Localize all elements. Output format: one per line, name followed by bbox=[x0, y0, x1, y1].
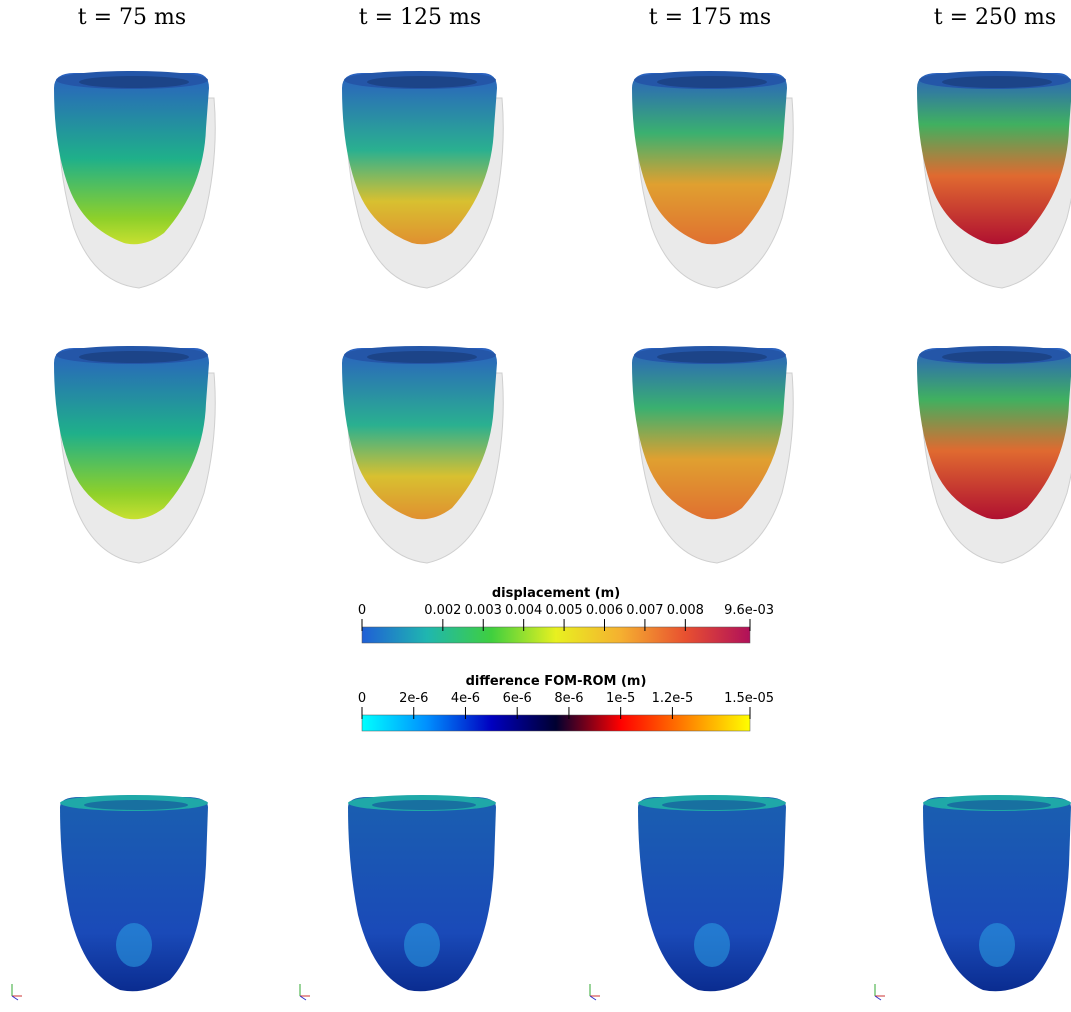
heart-cavity bbox=[367, 351, 477, 363]
heart-cavity bbox=[942, 76, 1052, 88]
axes-icon bbox=[590, 984, 600, 1000]
heart-cavity bbox=[79, 351, 189, 363]
tick-label: 4e-6 bbox=[451, 691, 480, 706]
tick-label: 0.004 bbox=[505, 603, 542, 618]
heart bbox=[632, 346, 793, 563]
tick-label: 0.008 bbox=[667, 603, 704, 618]
heart-cavity bbox=[657, 76, 767, 88]
colorbar bbox=[362, 627, 750, 643]
axes-icon bbox=[875, 984, 885, 1000]
heart-cavity bbox=[657, 351, 767, 363]
column-title: t = 175 ms bbox=[649, 5, 771, 30]
tick-label: 6e-6 bbox=[503, 691, 532, 706]
heart bbox=[632, 71, 793, 288]
tick-label: 1.5e-05 bbox=[724, 691, 774, 706]
heart bbox=[54, 346, 215, 563]
heart bbox=[917, 346, 1071, 563]
tick-label: 0 bbox=[358, 603, 366, 618]
heart bbox=[342, 71, 503, 288]
diff-highlight bbox=[404, 923, 440, 967]
diff-heart bbox=[60, 795, 208, 991]
tick-label: 0 bbox=[358, 691, 366, 706]
column-titles: t = 75 ms t = 125 ms t = 175 ms t = 250 ms bbox=[78, 5, 1056, 30]
tick-label: 0.002 bbox=[424, 603, 461, 618]
axes-icon bbox=[300, 984, 310, 1000]
heart-cavity bbox=[79, 76, 189, 88]
diff-cavity bbox=[372, 800, 476, 810]
diff-cavity bbox=[84, 800, 188, 810]
diff-heart bbox=[638, 795, 786, 991]
heart bbox=[342, 346, 503, 563]
colorbar bbox=[362, 715, 750, 731]
renderings bbox=[12, 71, 1071, 1000]
axes-icon bbox=[12, 984, 22, 1000]
heart-cavity bbox=[942, 351, 1052, 363]
tick-label: 1e-5 bbox=[606, 691, 635, 706]
colorbar-title: displacement (m) bbox=[492, 586, 620, 601]
tick-label: 0.007 bbox=[626, 603, 663, 618]
diff-heart bbox=[923, 795, 1071, 991]
column-title: t = 250 ms bbox=[934, 5, 1056, 30]
diff-highlight bbox=[979, 923, 1015, 967]
diff-cavity bbox=[662, 800, 766, 810]
tick-label: 2e-6 bbox=[399, 691, 428, 706]
colorbar-title: difference FOM-ROM (m) bbox=[466, 674, 647, 689]
column-title: t = 125 ms bbox=[359, 5, 481, 30]
diff-highlight bbox=[694, 923, 730, 967]
tick-label: 8e-6 bbox=[554, 691, 583, 706]
tick-label: 0.006 bbox=[586, 603, 623, 618]
heart bbox=[917, 71, 1071, 288]
diff-cavity bbox=[947, 800, 1051, 810]
diff-highlight bbox=[116, 923, 152, 967]
tick-label: 1.2e-5 bbox=[652, 691, 694, 706]
heart bbox=[54, 71, 215, 288]
tick-label: 0.003 bbox=[465, 603, 502, 618]
tick-label: 0.005 bbox=[545, 603, 582, 618]
tick-label: 9.6e-03 bbox=[724, 603, 774, 618]
column-title: t = 75 ms bbox=[78, 5, 186, 30]
diff-heart bbox=[348, 795, 496, 991]
figure: t = 75 mst = 125 mst = 175 mst = 250 ms … bbox=[0, 0, 1071, 1012]
heart-cavity bbox=[367, 76, 477, 88]
